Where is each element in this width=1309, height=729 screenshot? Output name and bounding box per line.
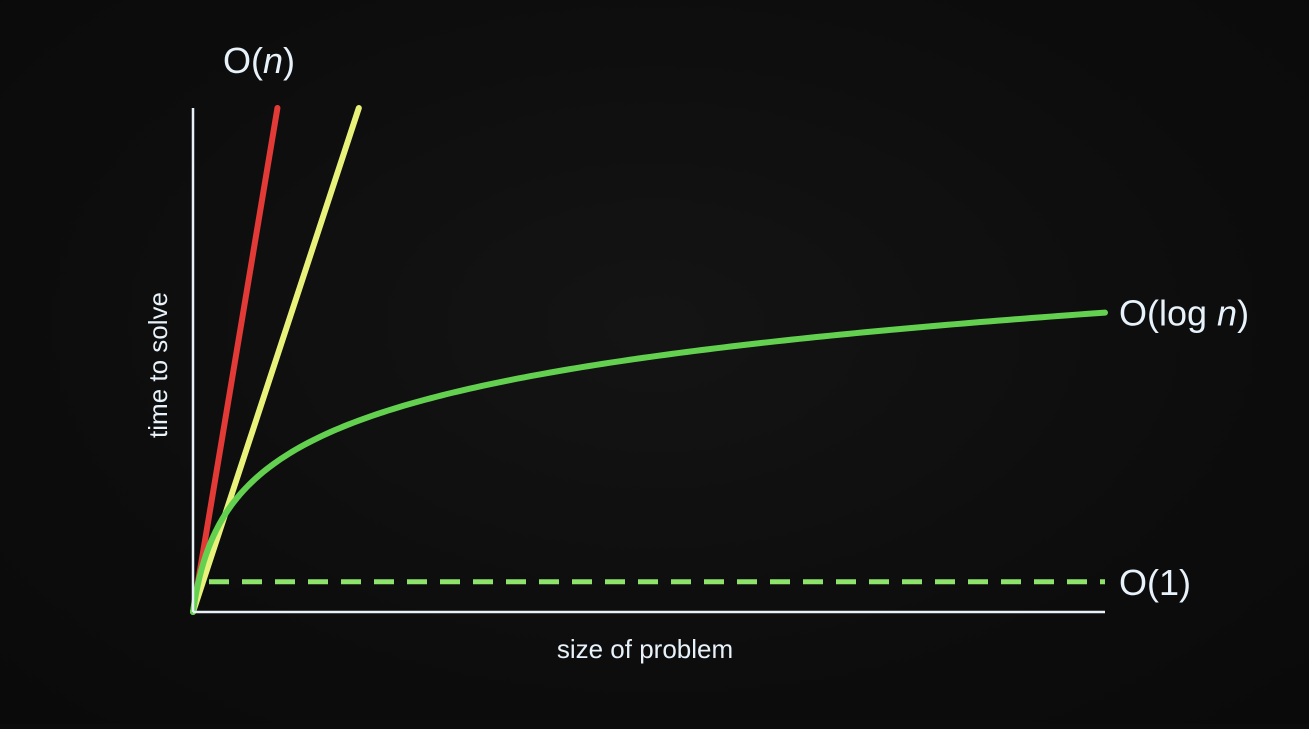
series-line-2 (190, 309, 1108, 615)
series-label-prefix-1: O( (223, 40, 263, 81)
series-line-1 (190, 105, 362, 615)
series-label-italic-1: n (263, 40, 283, 81)
series-label-italic-2: n (1217, 293, 1237, 334)
series-label-1: O(n) (223, 40, 295, 81)
y-axis-label: time to solve (143, 292, 173, 438)
x-axis-label: size of problem (557, 634, 733, 664)
series-label-2: O(log n) (1119, 293, 1249, 334)
series-line-0 (190, 105, 281, 615)
series-label-prefix-3: O(1) (1119, 562, 1191, 603)
series-label-3: O(1) (1119, 562, 1191, 603)
series-label-suffix-1: ) (283, 40, 295, 81)
label-layer: O(n)O(log n)O(1) (223, 40, 1249, 603)
series-label-prefix-2: O(log (1119, 293, 1217, 334)
series-layer (190, 105, 1108, 615)
series-label-suffix-2: ) (1237, 293, 1249, 334)
